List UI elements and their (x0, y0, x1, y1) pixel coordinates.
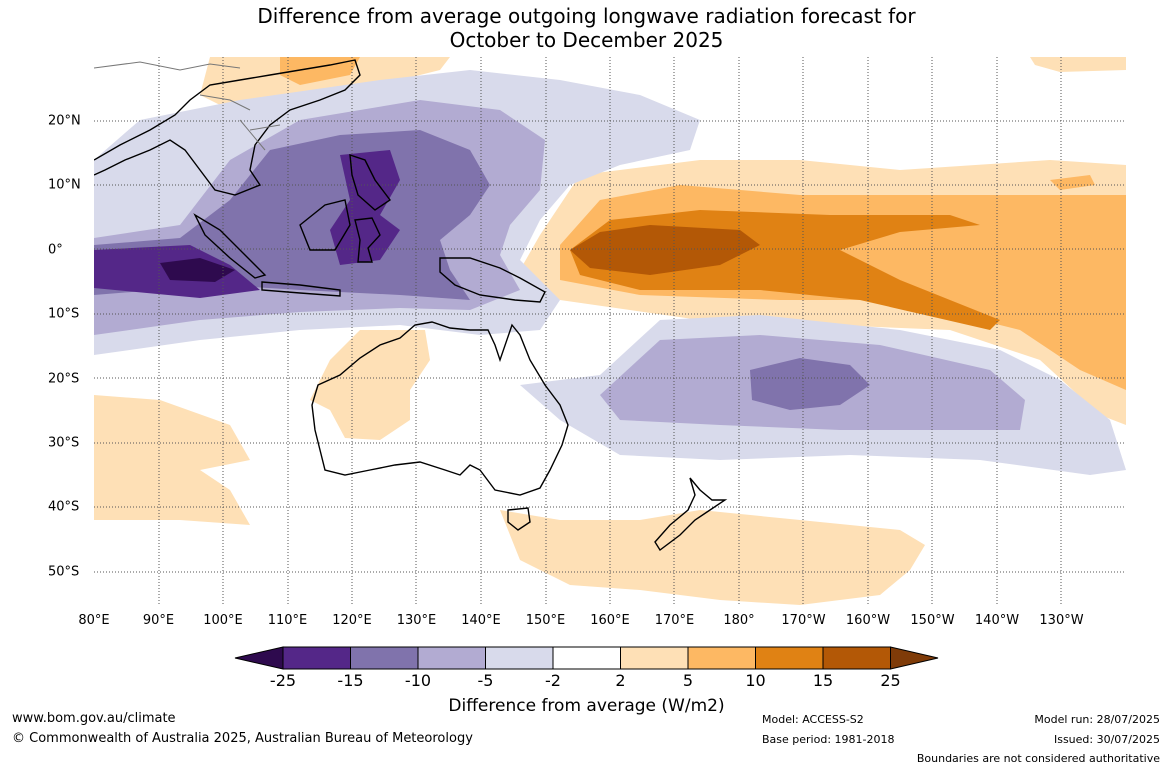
latitude-label: 10°N (48, 177, 81, 193)
new-guinea-coastline (439, 257, 546, 303)
map-gridlines (94, 57, 1126, 605)
colorbar-tick-label: -15 (337, 671, 364, 690)
java-coastline (261, 281, 341, 297)
longitude-label: 180° (723, 613, 755, 628)
longitude-label: 150°E (525, 613, 566, 628)
colorbar-segment (620, 646, 689, 670)
colorbar-tick-label: 5 (682, 671, 694, 690)
australia-coastline (311, 321, 569, 496)
latitude-label: 20°S (48, 371, 80, 387)
olr-anomaly-map (94, 57, 1126, 605)
asia-coastline (94, 59, 361, 196)
footer-url: www.bom.gov.au/climate (12, 711, 176, 726)
longitude-label: 140°W (974, 613, 1020, 628)
footer-copyright: © Commonwealth of Australia 2025, Austra… (12, 731, 473, 746)
longitude-label: 130°E (396, 613, 437, 628)
longitude-label: 140°E (461, 613, 501, 628)
colorbar-tick-label: 25 (880, 671, 901, 690)
latitude-label: 40°S (48, 499, 80, 515)
borneo-coastline (299, 199, 351, 251)
sulawesi-coastline (354, 217, 381, 263)
longitude-label: 160°W (845, 613, 891, 628)
latitude-label: 10°S (48, 306, 80, 322)
colorbar-segment (552, 646, 621, 670)
longitude-label: 130°W (1039, 613, 1084, 628)
colorbar-tick-label: -25 (269, 671, 297, 690)
map-title-line2: October to December 2025 (449, 28, 724, 52)
colorbar-tick-label: 15 (812, 671, 834, 690)
footer-model-run: Model run: 28/07/2025 (1034, 713, 1160, 726)
longitude-label: 170°W (781, 613, 826, 628)
tasmania-coastline (507, 507, 531, 531)
map-title-line1: Difference from average outgoing longwav… (257, 4, 916, 28)
colorbar-tick-label: 2 (615, 671, 626, 690)
new-zealand-coastline (654, 477, 728, 552)
sumatra-coastline (193, 213, 267, 279)
longitude-label: 90°E (142, 613, 175, 628)
longitude-label: 80°E (78, 613, 110, 628)
longitude-label: 110°E (267, 613, 308, 628)
footer-issued: Issued: 30/07/2025 (1053, 733, 1160, 746)
footer-boundaries-note: Boundaries are not considered authoritat… (916, 752, 1160, 765)
longitude-label: 120°E (332, 613, 372, 628)
footer-base-period: Base period: 1981-2018 (762, 733, 895, 746)
latitude-label: 0° (48, 242, 63, 258)
latitude-label: 50°S (48, 564, 80, 580)
longitude-label: 100°E (203, 613, 243, 628)
latitude-label: 20°N (48, 113, 81, 129)
colorbar-tick-label: 10 (745, 671, 766, 690)
colorbar-segment (350, 646, 419, 670)
positive-anomaly-australia (310, 330, 430, 440)
longitude-label: 170°E (654, 613, 695, 628)
colorbar-segment (755, 646, 824, 670)
colorbar-tick-label: -5 (477, 671, 494, 690)
latitude-label: 30°S (48, 435, 80, 451)
coastlines (94, 59, 728, 552)
colorbar-segment (417, 646, 486, 670)
anomaly-shading (94, 57, 1126, 605)
longitude-label: 160°E (590, 613, 630, 628)
colorbar-tick-label: -10 (404, 671, 432, 690)
colorbar-segment (687, 646, 756, 670)
country-borders (94, 61, 281, 151)
colorbar-tick-label: -2 (545, 671, 561, 690)
colorbar-segment (485, 646, 554, 670)
colorbar-segment (822, 646, 891, 670)
colorbar-extend-high (890, 646, 939, 670)
colorbar-segment (282, 646, 351, 670)
colorbar-extend-low (234, 646, 284, 670)
footer-model: Model: ACCESS-S2 (762, 713, 864, 726)
philippines-coastline (349, 153, 392, 211)
colorbar-title: Difference from average (W/m2) (448, 696, 725, 716)
longitude-label: 150°W (910, 613, 955, 628)
positive-anomaly-north-pacific (200, 57, 450, 110)
